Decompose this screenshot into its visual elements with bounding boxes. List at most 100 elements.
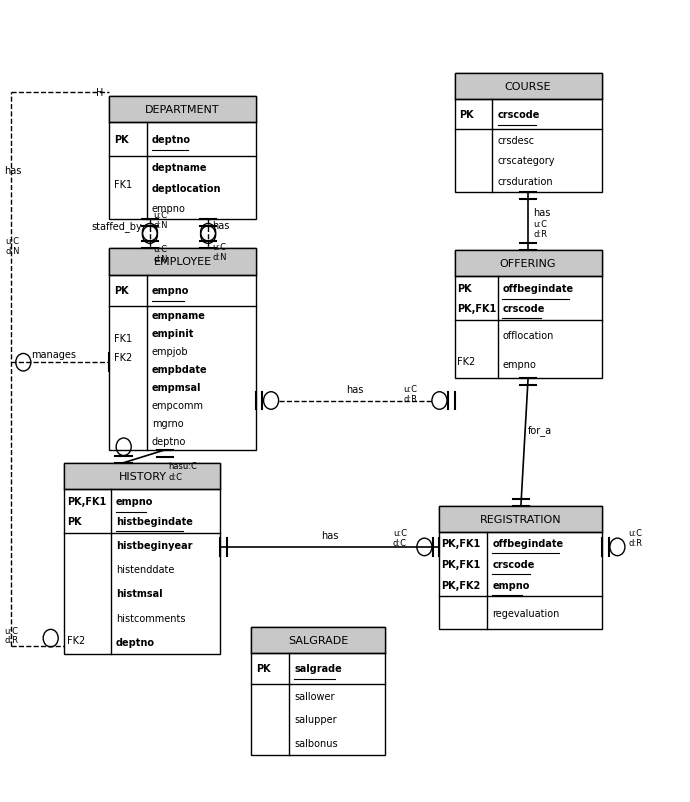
Text: regevaluation: regevaluation <box>492 608 560 618</box>
Text: deptname: deptname <box>152 163 208 172</box>
Text: SALGRADE: SALGRADE <box>288 635 348 646</box>
Text: offbegindate: offbegindate <box>492 538 563 549</box>
Text: d:R: d:R <box>629 538 642 547</box>
Text: u:C: u:C <box>213 243 226 252</box>
FancyBboxPatch shape <box>64 463 220 489</box>
Text: PK,FK1: PK,FK1 <box>67 496 106 507</box>
Text: PK: PK <box>114 286 128 296</box>
Text: crscode: crscode <box>497 110 540 120</box>
Text: has: has <box>533 207 551 217</box>
FancyBboxPatch shape <box>251 627 385 654</box>
Text: manages: manages <box>32 350 77 360</box>
FancyBboxPatch shape <box>109 97 256 123</box>
FancyBboxPatch shape <box>440 506 602 533</box>
Text: d:R: d:R <box>403 394 417 403</box>
Text: u:C: u:C <box>533 220 548 229</box>
Text: d:N: d:N <box>6 247 20 256</box>
FancyBboxPatch shape <box>109 249 256 275</box>
FancyBboxPatch shape <box>455 250 602 379</box>
Text: FK2: FK2 <box>457 356 475 367</box>
Text: PK: PK <box>256 663 270 674</box>
FancyBboxPatch shape <box>251 627 385 755</box>
FancyBboxPatch shape <box>455 74 602 192</box>
Text: empinit: empinit <box>152 329 195 339</box>
Text: FK2: FK2 <box>67 634 86 645</box>
Text: REGISTRATION: REGISTRATION <box>480 514 562 525</box>
Text: HISTORY: HISTORY <box>119 472 166 481</box>
Text: empcomm: empcomm <box>152 400 204 411</box>
Text: empbdate: empbdate <box>152 365 208 375</box>
Text: histenddate: histenddate <box>116 565 174 574</box>
Text: mgrno: mgrno <box>152 419 184 428</box>
Text: has: has <box>4 166 21 176</box>
Text: FK1: FK1 <box>114 334 132 343</box>
Text: empjob: empjob <box>152 346 188 357</box>
Text: FK1: FK1 <box>114 180 132 190</box>
Text: d:C: d:C <box>168 472 182 481</box>
Text: u:C: u:C <box>153 245 168 254</box>
Text: empno: empno <box>152 286 189 296</box>
Text: PK,FK1: PK,FK1 <box>442 559 481 569</box>
Text: d:R: d:R <box>4 635 18 645</box>
Text: u:C: u:C <box>393 529 407 537</box>
Text: H: H <box>96 87 104 98</box>
Text: deptno: deptno <box>152 136 191 145</box>
Text: d:N: d:N <box>213 253 227 261</box>
FancyBboxPatch shape <box>64 463 220 654</box>
Text: staffed_by: staffed_by <box>92 221 143 232</box>
Text: deptno: deptno <box>116 637 155 647</box>
Text: u:C: u:C <box>629 529 642 537</box>
Text: empno: empno <box>116 496 153 507</box>
Text: EMPLOYEE: EMPLOYEE <box>153 257 212 267</box>
Text: histbeginyear: histbeginyear <box>116 541 193 550</box>
Text: PK: PK <box>114 136 128 145</box>
Text: u:C: u:C <box>6 237 19 245</box>
Text: d:R: d:R <box>533 229 548 238</box>
Text: COURSE: COURSE <box>505 82 551 91</box>
Text: crsdesc: crsdesc <box>497 136 535 145</box>
Text: crsduration: crsduration <box>497 177 553 187</box>
Text: u:C: u:C <box>4 626 18 635</box>
Text: d:N: d:N <box>153 255 168 264</box>
Text: PK,FK2: PK,FK2 <box>442 581 481 590</box>
Text: for_a: for_a <box>528 425 552 436</box>
FancyBboxPatch shape <box>109 97 256 220</box>
Text: deptlocation: deptlocation <box>152 184 221 193</box>
Text: salgrade: salgrade <box>295 663 342 674</box>
Text: histmsal: histmsal <box>116 589 162 599</box>
Text: u:C: u:C <box>403 384 417 394</box>
Text: crscode: crscode <box>502 303 545 314</box>
Text: OFFERING: OFFERING <box>500 258 556 269</box>
Text: u:C: u:C <box>153 211 168 220</box>
Text: has: has <box>346 384 364 394</box>
Text: d:C: d:C <box>393 538 407 547</box>
Text: PK,FK1: PK,FK1 <box>457 303 497 314</box>
Text: empno: empno <box>492 581 529 590</box>
FancyBboxPatch shape <box>109 249 256 451</box>
Text: FK2: FK2 <box>114 352 132 363</box>
Text: salupper: salupper <box>295 715 337 724</box>
Text: PK: PK <box>457 284 472 294</box>
Text: empname: empname <box>152 311 206 321</box>
Text: DEPARTMENT: DEPARTMENT <box>145 105 219 115</box>
Text: histbegindate: histbegindate <box>116 516 193 526</box>
Text: has: has <box>322 530 339 541</box>
Text: histcomments: histcomments <box>116 613 185 623</box>
FancyBboxPatch shape <box>455 250 602 277</box>
Text: offbegindate: offbegindate <box>502 284 573 294</box>
Text: deptno: deptno <box>152 436 186 447</box>
Text: empmsal: empmsal <box>152 383 201 393</box>
Text: PK,FK1: PK,FK1 <box>442 538 481 549</box>
Text: PK: PK <box>67 516 81 526</box>
Text: sallower: sallower <box>295 691 335 701</box>
Text: crscategory: crscategory <box>497 156 555 166</box>
Text: PK: PK <box>460 110 474 120</box>
Text: d:N: d:N <box>153 221 168 229</box>
Text: empno: empno <box>152 204 186 214</box>
FancyBboxPatch shape <box>440 506 602 630</box>
Text: salbonus: salbonus <box>295 739 338 748</box>
FancyBboxPatch shape <box>455 74 602 100</box>
Text: empno: empno <box>502 359 536 369</box>
Text: hasu:C: hasu:C <box>168 462 197 471</box>
Text: has: has <box>213 221 230 231</box>
